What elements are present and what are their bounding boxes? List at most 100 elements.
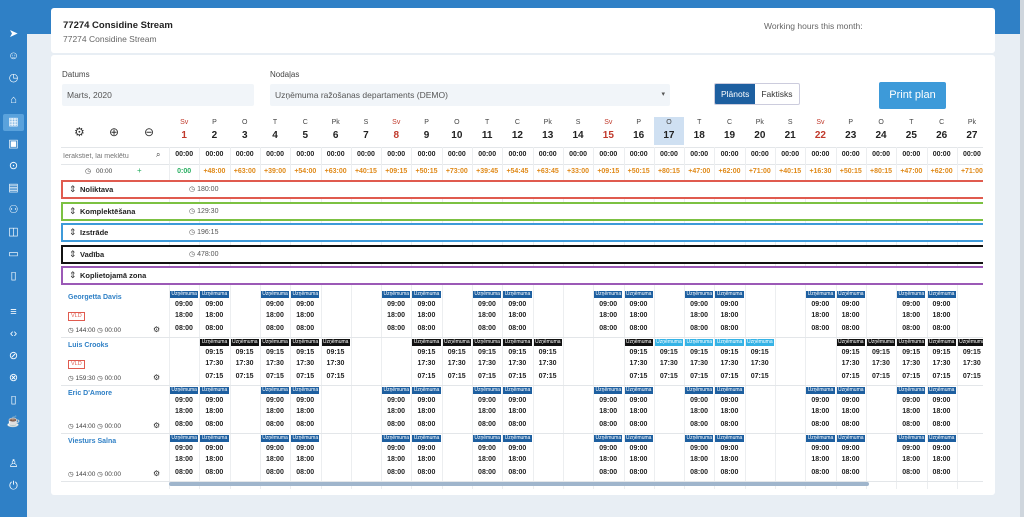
employee-name[interactable]: Georgetta Davis — [68, 294, 122, 301]
horizontal-scrollbar[interactable] — [169, 482, 869, 486]
day-number[interactable]: 20 — [754, 130, 766, 141]
shift-tag[interactable]: Uzņēmuma — [836, 387, 865, 394]
close-circle-icon[interactable]: ⊗ — [8, 372, 19, 384]
shift-tag[interactable]: Uzņēmuma — [927, 339, 956, 346]
day-number[interactable]: 9 — [423, 130, 430, 141]
shift-tag[interactable]: Uzņēmuma — [412, 291, 441, 298]
zoom-out-icon[interactable]: ⊖ — [144, 125, 155, 139]
day-number[interactable]: 4 — [272, 130, 278, 141]
department-select[interactable]: Uzņēmuma ražošanas departaments (DEMO) ▾ — [270, 84, 670, 106]
day-number[interactable]: 25 — [905, 130, 917, 141]
page-scrollbar[interactable] — [1020, 0, 1024, 517]
day-number[interactable]: 18 — [693, 130, 705, 141]
shift-tag[interactable]: Uzņēmuma — [503, 291, 532, 298]
account-icon[interactable]: ♙ — [8, 458, 19, 470]
day-number[interactable]: 2 — [211, 130, 218, 141]
shift-tag[interactable]: Uzņēmuma — [260, 291, 290, 298]
shift-tag[interactable]: Uzņēmuma — [594, 387, 623, 394]
day-number[interactable]: 8 — [393, 130, 400, 141]
employee-settings-icon[interactable]: ⚙ — [153, 421, 161, 430]
shift-tag[interactable]: Uzņēmuma — [685, 291, 714, 298]
shift-tag[interactable]: Uzņēmuma — [412, 339, 441, 346]
shift-tag[interactable]: Uzņēmuma — [594, 435, 623, 442]
power-icon[interactable]: ⏻ — [9, 480, 18, 492]
shift-tag[interactable]: Uzņēmuma — [745, 339, 774, 346]
day-number[interactable]: 21 — [784, 130, 796, 141]
day-number[interactable]: 7 — [363, 130, 369, 141]
shift-tag[interactable]: Uzņēmuma — [200, 435, 229, 442]
shift-tag[interactable]: Uzņēmuma — [291, 339, 320, 346]
shift-tag[interactable]: Uzņēmuma — [412, 387, 441, 394]
shift-tag[interactable]: Uzņēmuma — [957, 339, 983, 346]
day-number[interactable]: 16 — [633, 130, 645, 141]
employee-settings-icon[interactable]: ⚙ — [153, 469, 161, 478]
shift-tag[interactable]: Uzņēmuma — [200, 387, 229, 394]
shift-tag[interactable]: Uzņēmuma — [473, 339, 502, 346]
coffee-icon[interactable]: ☕ — [6, 416, 21, 428]
shift-tag[interactable]: Uzņēmuma — [624, 291, 653, 298]
shift-tag[interactable]: Uzņēmuma — [927, 291, 956, 298]
send-icon[interactable]: ➤ — [8, 28, 19, 40]
shift-tag[interactable]: Uzņēmuma — [442, 339, 471, 346]
add-icon[interactable]: + — [137, 166, 142, 175]
section-row[interactable]: ⇕ Komplektēšana ◷ 129:30 — [61, 201, 983, 221]
shift-tag[interactable]: Uzņēmuma — [260, 339, 290, 346]
shift-tag[interactable]: Uzņēmuma — [321, 339, 350, 346]
shift-tag[interactable]: Uzņēmuma — [624, 387, 653, 394]
shift-tag[interactable]: Uzņēmuma — [170, 291, 199, 298]
shift-tag[interactable]: Uzņēmuma — [260, 435, 290, 442]
shift-tag[interactable]: Uzņēmuma — [715, 291, 744, 298]
expand-collapse-icon[interactable]: ⇕ — [69, 227, 77, 237]
employee-name[interactable]: Viesturs Salna — [68, 438, 117, 445]
shift-tag[interactable]: Uzņēmuma — [806, 435, 835, 442]
print-plan-button[interactable]: Print plan — [879, 82, 946, 109]
shift-tag[interactable]: Uzņēmuma — [624, 435, 653, 442]
shift-tag[interactable]: Uzņēmuma — [897, 291, 926, 298]
day-number[interactable]: 14 — [572, 130, 584, 141]
file-icon[interactable]: ▯ — [10, 394, 17, 406]
day-number[interactable]: 17 — [663, 130, 675, 141]
shift-tag[interactable]: Uzņēmuma — [897, 435, 926, 442]
shift-tag[interactable]: Uzņēmuma — [291, 291, 320, 298]
section-row[interactable]: ⇕ Noliktava ◷ 180:00 — [61, 180, 983, 199]
shift-tag[interactable]: Uzņēmuma — [533, 339, 562, 346]
shift-tag[interactable]: Uzņēmuma — [503, 387, 532, 394]
users-icon[interactable]: ⚇ — [8, 204, 19, 216]
employee-settings-icon[interactable]: ⚙ — [153, 373, 161, 382]
shift-tag[interactable]: Uzņēmuma — [685, 435, 714, 442]
zoom-in-icon[interactable]: ⊕ — [109, 125, 120, 139]
shift-tag[interactable]: Uzņēmuma — [170, 435, 199, 442]
day-number[interactable]: 11 — [481, 130, 493, 141]
day-number[interactable]: 15 — [602, 130, 614, 141]
shift-tag[interactable]: Uzņēmuma — [715, 435, 744, 442]
clock-icon[interactable]: ◷ — [8, 72, 19, 84]
shift-tag[interactable]: Uzņēmuma — [200, 291, 229, 298]
shift-tag[interactable]: Uzņēmuma — [806, 387, 835, 394]
shift-tag[interactable]: Uzņēmuma — [382, 435, 411, 442]
shift-tag[interactable]: Uzņēmuma — [382, 387, 411, 394]
employee-settings-icon[interactable]: ⚙ — [153, 325, 161, 334]
expand-collapse-icon[interactable]: ⇕ — [69, 205, 77, 216]
employee-name[interactable]: Luis Crooks — [68, 342, 109, 349]
shift-tag[interactable]: Uzņēmuma — [685, 387, 714, 394]
settings-gear-icon[interactable]: ⚙ — [74, 125, 85, 139]
shift-tag[interactable]: Uzņēmuma — [897, 387, 926, 394]
shift-tag[interactable]: Uzņēmuma — [230, 339, 259, 346]
shift-tag[interactable]: Uzņēmuma — [170, 387, 199, 394]
code-icon[interactable]: ‹› — [9, 328, 18, 340]
inbox-icon[interactable]: ▭ — [8, 248, 19, 260]
shift-tag[interactable]: Uzņēmuma — [927, 387, 956, 394]
section-row[interactable]: ⇕ Koplietojamā zona — [61, 266, 983, 285]
shift-tag[interactable]: Uzņēmuma — [503, 435, 532, 442]
calendar-icon[interactable]: ▦ — [3, 114, 24, 131]
car-icon[interactable]: ◫ — [8, 226, 19, 238]
day-number[interactable]: 27 — [966, 130, 978, 141]
shift-tag[interactable]: Uzņēmuma — [715, 387, 744, 394]
day-number[interactable]: 19 — [723, 130, 736, 141]
shift-tag[interactable]: Uzņēmuma — [382, 291, 411, 298]
employee-name[interactable]: Eric D'Amore — [68, 390, 113, 397]
day-number[interactable]: 6 — [332, 130, 339, 141]
shift-tag[interactable]: Uzņēmuma — [654, 339, 684, 346]
shift-tag[interactable]: Uzņēmuma — [836, 435, 865, 442]
employee-search-input[interactable] — [63, 149, 159, 163]
